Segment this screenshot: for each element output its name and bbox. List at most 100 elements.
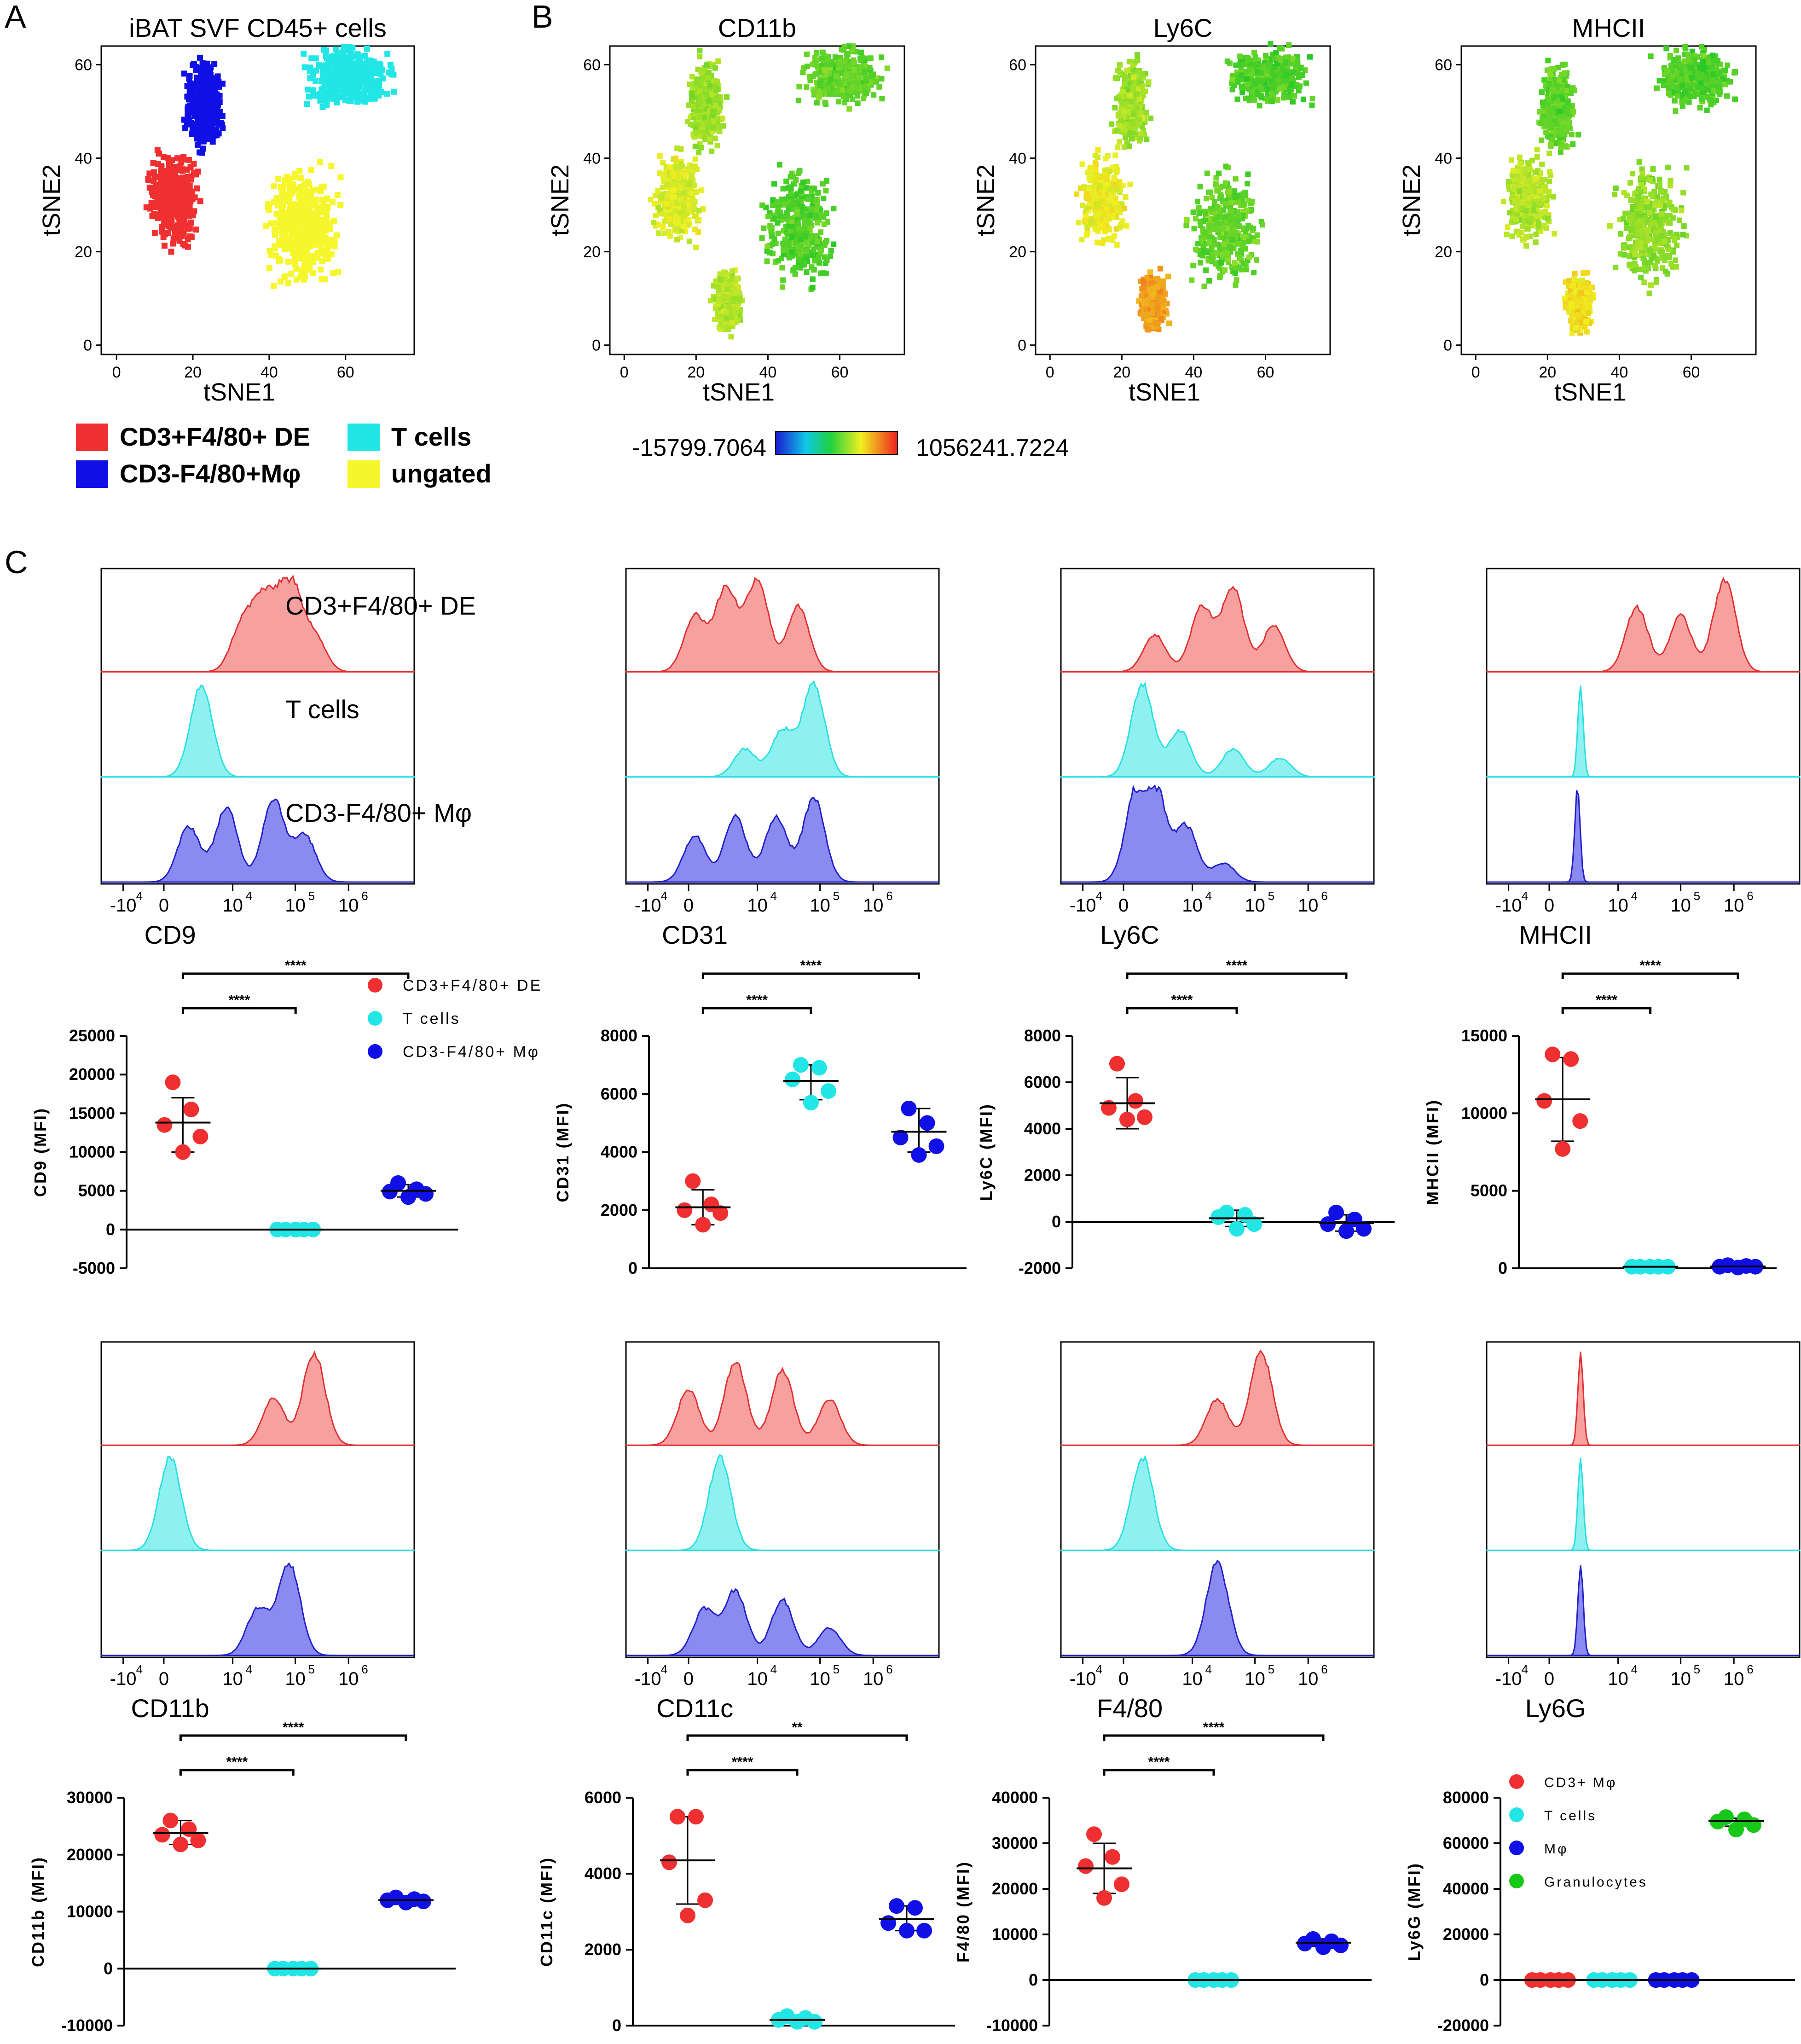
- heatmap-point: [1229, 223, 1235, 229]
- heatmap-point: [776, 162, 782, 168]
- tsne-point: [178, 167, 184, 173]
- heatmap-point: [707, 136, 712, 142]
- heatmap-point: [697, 54, 703, 60]
- tsne-point: [364, 76, 371, 82]
- heatmap-point: [1252, 238, 1258, 244]
- y-tick-label: 20: [75, 244, 92, 261]
- heatmap-point: [1268, 41, 1274, 47]
- heatmap-point: [689, 93, 695, 99]
- heatmap-point: [1229, 87, 1235, 93]
- heatmap-point: [697, 114, 703, 120]
- y-tick-label: 20: [583, 244, 601, 261]
- tsne-point: [214, 105, 220, 111]
- tsne-point: [317, 159, 324, 165]
- heatmap-point: [728, 334, 734, 340]
- heatmap-point: [684, 166, 690, 172]
- tsne-point: [376, 66, 382, 73]
- tsne-point: [154, 147, 161, 153]
- heatmap-point: [712, 102, 718, 108]
- tsne-point: [342, 97, 348, 103]
- tsne-point: [310, 187, 316, 193]
- legend-swatch: [347, 460, 380, 488]
- heatmap-point: [810, 276, 816, 282]
- tsne-point: [197, 198, 203, 204]
- heatmap-point: [666, 216, 672, 222]
- heatmap-point: [661, 218, 667, 224]
- tsne-point: [209, 116, 215, 123]
- heatmap-point: [1259, 86, 1265, 92]
- tsne-point: [353, 66, 359, 73]
- heatmap-point: [686, 181, 692, 187]
- heatmap-point: [879, 76, 885, 82]
- heatmap-point: [1260, 222, 1266, 228]
- heatmap-point: [840, 47, 846, 53]
- heatmap-point: [1252, 62, 1258, 68]
- heatmap-point: [729, 275, 735, 281]
- heatmap-point: [734, 275, 740, 281]
- legend-label: CD3-F4/80+Mφ: [120, 459, 301, 488]
- tsne-point: [327, 57, 333, 63]
- x-tick-label: 20: [184, 364, 202, 381]
- heatmap-point: [770, 197, 776, 203]
- legend-label: T cells: [391, 422, 471, 451]
- heatmap-point: [1082, 218, 1088, 224]
- tsne-point: [197, 149, 203, 156]
- heatmap-point: [1240, 202, 1246, 208]
- heatmap-point: [809, 264, 815, 270]
- tsne-point: [285, 258, 291, 265]
- tsne-point: [296, 168, 303, 174]
- heatmap-point: [821, 221, 827, 227]
- heatmap-point: [686, 238, 692, 244]
- heatmap-point: [656, 230, 662, 236]
- heatmap-point: [684, 119, 690, 125]
- heatmap-point: [1263, 52, 1269, 58]
- heatmap-point: [648, 197, 654, 203]
- tsne-point: [206, 73, 213, 80]
- heatmap-point: [1244, 207, 1250, 213]
- tsne-point: [353, 74, 360, 81]
- tsne-point: [331, 87, 338, 94]
- tsne-point: [179, 224, 185, 231]
- tsne-point: [346, 55, 352, 62]
- heatmap-point: [822, 99, 828, 105]
- heatmap-point: [873, 79, 879, 85]
- heatmap-point: [1089, 165, 1094, 171]
- heatmap-point: [829, 61, 835, 67]
- heatmap-point: [1271, 81, 1277, 87]
- tsne-point: [159, 197, 166, 203]
- heatmap-point: [1137, 135, 1143, 141]
- heatmap-point: [687, 81, 693, 87]
- heatmap-point: [1087, 174, 1093, 180]
- tsne-point: [210, 133, 217, 139]
- tsne-point: [181, 116, 187, 123]
- heatmap-point: [876, 84, 882, 90]
- heatmap-point: [824, 257, 830, 263]
- heatmap-point: [730, 319, 735, 325]
- tsne-point: [319, 184, 325, 190]
- heatmap-point: [1194, 198, 1200, 204]
- tsne-point: [214, 115, 220, 122]
- heatmap-point: [858, 49, 864, 55]
- panel-label-c: C: [5, 544, 28, 580]
- heatmap-point: [1290, 99, 1296, 105]
- heatmap-point: [828, 76, 834, 82]
- tsne-point: [165, 219, 171, 226]
- tsne-point: [306, 210, 313, 216]
- heatmap-point: [1220, 226, 1226, 232]
- heatmap-point: [714, 143, 720, 149]
- x-axis-label: tSNE1: [203, 378, 275, 406]
- heatmap-point: [796, 170, 802, 176]
- heatmap-point: [1213, 182, 1219, 188]
- heatmap-point: [694, 166, 700, 172]
- tsne-point: [363, 94, 369, 101]
- heatmap-point: [1228, 209, 1234, 215]
- tsne-point: [278, 184, 284, 190]
- heatmap-point: [798, 237, 804, 243]
- heatmap-point: [700, 68, 706, 74]
- heatmap-point: [863, 90, 869, 96]
- heatmap-point: [1216, 221, 1222, 227]
- tsne-point: [216, 99, 223, 105]
- tsne-point: [209, 89, 215, 95]
- heatmap-point: [764, 258, 770, 264]
